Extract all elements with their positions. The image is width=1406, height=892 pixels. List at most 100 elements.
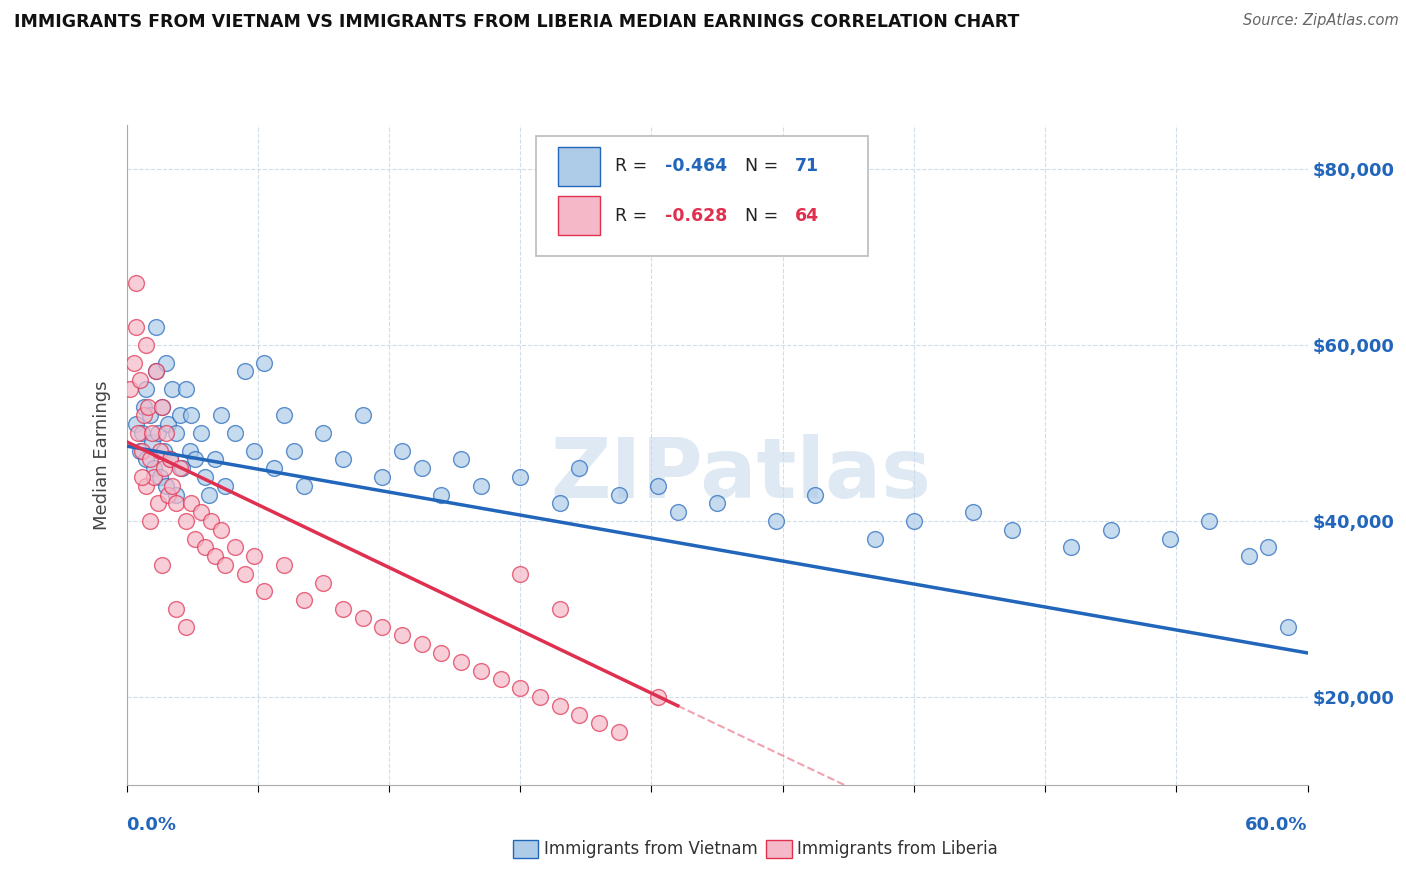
Point <box>391 443 413 458</box>
Point <box>127 425 149 440</box>
Point <box>149 470 172 484</box>
Point <box>131 425 153 440</box>
Point <box>139 514 162 528</box>
Point <box>273 409 295 423</box>
Point <box>411 461 433 475</box>
Point <box>1099 523 1122 537</box>
Point <box>135 479 157 493</box>
Text: N =: N = <box>734 157 783 175</box>
Point <box>145 364 167 378</box>
Point <box>135 382 157 396</box>
Point <box>224 541 246 555</box>
Point <box>169 461 191 475</box>
Point <box>863 532 886 546</box>
Point <box>233 566 256 581</box>
Point <box>180 409 202 423</box>
Point <box>134 400 156 414</box>
Point <box>253 355 276 369</box>
Point <box>1001 523 1024 537</box>
Point <box>198 487 221 501</box>
Point <box>135 338 157 352</box>
Point <box>146 425 169 440</box>
Point <box>129 443 152 458</box>
Point <box>509 470 531 484</box>
Point <box>156 417 179 431</box>
Point <box>153 461 176 475</box>
Text: 0.0%: 0.0% <box>127 816 177 834</box>
Point <box>153 443 176 458</box>
FancyBboxPatch shape <box>536 136 869 256</box>
Point <box>169 409 191 423</box>
Point <box>765 514 787 528</box>
Text: -0.628: -0.628 <box>665 207 727 225</box>
Point <box>165 496 187 510</box>
Point <box>1257 541 1279 555</box>
Point <box>430 487 453 501</box>
Point <box>165 425 187 440</box>
Point <box>352 611 374 625</box>
Point <box>588 716 610 731</box>
Point <box>1060 541 1083 555</box>
Point <box>450 655 472 669</box>
Point <box>120 382 142 396</box>
Point <box>150 558 173 572</box>
Point <box>180 496 202 510</box>
Point <box>149 443 172 458</box>
Point <box>159 452 181 467</box>
Point <box>430 646 453 660</box>
Point <box>143 470 166 484</box>
Point <box>607 725 630 739</box>
Point <box>470 479 492 493</box>
Point <box>568 707 591 722</box>
Point <box>184 452 207 467</box>
Point <box>312 575 335 590</box>
FancyBboxPatch shape <box>558 196 600 235</box>
Point <box>190 505 212 519</box>
Point <box>124 355 146 369</box>
Point <box>312 425 335 440</box>
Point <box>129 373 152 387</box>
Point <box>352 409 374 423</box>
Point <box>1277 619 1299 633</box>
Point <box>332 452 354 467</box>
Point <box>125 320 148 334</box>
Text: Immigrants from Liberia: Immigrants from Liberia <box>797 840 998 858</box>
Point <box>174 619 197 633</box>
Point <box>214 558 236 572</box>
Point <box>139 452 162 467</box>
Point <box>150 400 173 414</box>
Point <box>150 400 173 414</box>
Point <box>647 690 669 704</box>
Point <box>136 400 159 414</box>
FancyBboxPatch shape <box>558 146 600 186</box>
Text: 71: 71 <box>794 157 820 175</box>
Point <box>204 452 226 467</box>
Text: -0.464: -0.464 <box>665 157 727 175</box>
Point <box>194 470 217 484</box>
Point <box>509 681 531 695</box>
Point <box>273 558 295 572</box>
Point <box>489 673 512 687</box>
Point <box>194 541 217 555</box>
Point <box>509 566 531 581</box>
Point <box>165 602 187 616</box>
Point <box>155 479 177 493</box>
Point <box>292 593 315 607</box>
Point <box>125 277 148 291</box>
Point <box>159 452 181 467</box>
Point <box>160 479 183 493</box>
Point <box>450 452 472 467</box>
Point <box>243 549 266 563</box>
Point <box>607 487 630 501</box>
Text: N =: N = <box>734 207 783 225</box>
Point <box>131 470 153 484</box>
Point <box>141 425 163 440</box>
Point <box>155 425 177 440</box>
Text: 64: 64 <box>794 207 820 225</box>
Point <box>200 514 222 528</box>
Point <box>143 461 166 475</box>
Point <box>204 549 226 563</box>
Point <box>131 443 153 458</box>
Point <box>1198 514 1220 528</box>
Point <box>391 628 413 642</box>
